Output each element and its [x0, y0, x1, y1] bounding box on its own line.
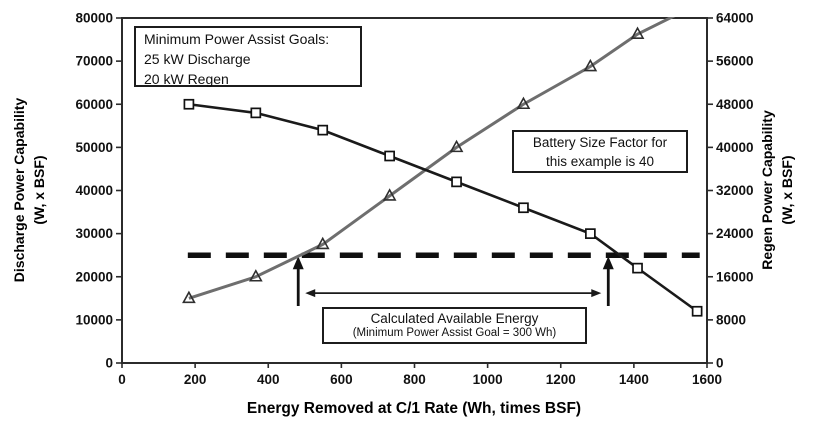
- min-power-assist-goals-box: Minimum Power Assist Goals: 25 kW Discha…: [134, 26, 362, 87]
- goals-box-line2: 25 kW Discharge: [144, 50, 251, 67]
- y-right-axis-title-line2: (W, x BSF): [779, 155, 796, 225]
- discharge-square-marker: [691, 305, 703, 317]
- y-right-tick-label: 8000: [716, 312, 746, 327]
- y-right-tick-label: 56000: [716, 54, 754, 69]
- span-arrowhead-left: [305, 289, 316, 298]
- discharge-square-marker: [518, 202, 529, 214]
- span-arrowhead-right: [591, 289, 602, 298]
- y-right-tick-label: 16000: [716, 269, 754, 284]
- discharge-square-marker: [250, 107, 262, 119]
- y-left-axis-title: Discharge Power Capability (W, x BSF): [9, 30, 53, 350]
- y-left-tick-label: 40000: [75, 183, 113, 198]
- regen-triangle-marker: [630, 26, 645, 39]
- regen-triangle-marker: [516, 96, 531, 110]
- calculated-available-energy-box: Calculated Available Energy (Minimum Pow…: [322, 307, 587, 344]
- y-left-tick-label: 20000: [75, 269, 113, 284]
- x-axis-tick-label: 1400: [619, 372, 649, 387]
- y-left-axis-title-line2: (W, x BSF): [31, 155, 48, 225]
- goals-box-line3: 20 kW Regen: [144, 70, 229, 87]
- y-left-tick-label: 80000: [75, 11, 113, 26]
- regen-triangle-marker: [315, 236, 330, 250]
- bsf-box-line2: this example is 40: [545, 154, 655, 170]
- regen-triangle-marker: [182, 290, 196, 304]
- discharge-square-marker: [384, 150, 395, 162]
- y-right-tick-label: 0: [716, 356, 724, 371]
- discharge-square-marker: [451, 176, 462, 188]
- bsf-box-line1: Battery Size Factor for: [532, 135, 668, 150]
- regen-triangle-marker: [248, 269, 263, 282]
- discharge-square-marker: [632, 262, 643, 274]
- y-right-axis-title: Regen Power Capability (W, x BSF): [757, 30, 801, 350]
- y-right-tick-label: 48000: [716, 97, 754, 112]
- y-left-tick-label: 70000: [75, 54, 113, 69]
- x-axis-tick-label: 800: [403, 372, 426, 387]
- x-axis-tick-label: 400: [257, 372, 280, 387]
- y-left-tick-label: 50000: [75, 140, 113, 155]
- regen-power-line: [188, 17, 676, 300]
- y-right-tick-label: 24000: [716, 226, 754, 241]
- energy-box-line1: Calculated Available Energy: [370, 311, 539, 326]
- y-right-tick-label: 40000: [716, 140, 754, 155]
- x-axis-tick-label: 1000: [473, 372, 503, 387]
- x-axis-tick-label: 200: [184, 372, 207, 387]
- x-axis-tick-label: 0: [118, 372, 126, 387]
- y-left-axis-title-line1: Discharge Power Capability: [11, 97, 27, 283]
- x-axis-title: Energy Removed at C/1 Rate (Wh, times BS…: [246, 400, 582, 417]
- regen-triangle-marker: [382, 188, 397, 201]
- goal-cross-arrowhead: [292, 256, 304, 270]
- regen-triangle-marker: [449, 139, 464, 153]
- regen-triangle-marker: [583, 58, 598, 72]
- x-axis-tick-label: 1200: [546, 372, 576, 387]
- energy-box-line2: (Minimum Power Assist Goal = 300 Wh): [352, 327, 557, 340]
- y-left-tick-label: 10000: [75, 312, 113, 327]
- x-axis-tick-label: 1600: [692, 372, 722, 387]
- discharge-square-marker: [183, 98, 195, 110]
- goals-box-line1: Minimum Power Assist Goals:: [144, 31, 330, 47]
- y-left-tick-label: 60000: [75, 97, 113, 112]
- battery-size-factor-box: Battery Size Factor for this example is …: [512, 130, 688, 173]
- y-right-tick-label: 64000: [716, 11, 754, 26]
- discharge-square-marker: [317, 124, 329, 136]
- x-axis-tick-label: 600: [330, 372, 353, 387]
- y-right-tick-label: 32000: [716, 183, 754, 198]
- discharge-square-marker: [585, 228, 596, 239]
- goal-cross-arrowhead: [602, 256, 614, 270]
- y-left-tick-label: 30000: [75, 226, 113, 241]
- y-right-axis-title-line1: Regen Power Capability: [759, 110, 775, 270]
- y-left-tick-label: 0: [105, 356, 113, 371]
